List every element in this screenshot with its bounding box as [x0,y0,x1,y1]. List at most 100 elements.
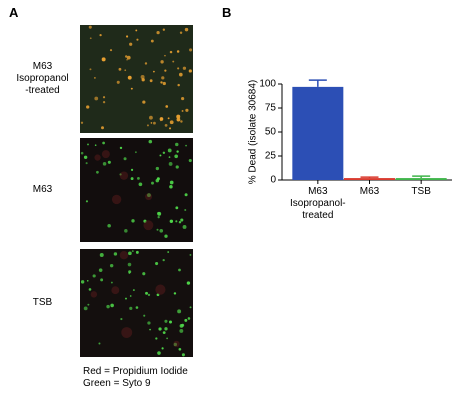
cell-dot [161,76,165,80]
cell-dot [188,158,192,163]
cell-dot [173,340,180,348]
cell-dot [181,323,185,327]
cell-dot [90,291,98,298]
micrograph [80,138,193,242]
cell-dot [130,168,134,171]
cell-dot [156,30,160,35]
cell-dot [123,157,127,161]
cell-dot [167,251,170,253]
bar [292,86,344,180]
micrograph [80,249,193,357]
micrograph [80,25,193,133]
cell-dot [153,121,156,125]
cell-dot [80,280,85,284]
cell-dot [169,219,174,224]
cell-dot [157,351,161,355]
cell-dot [178,72,183,77]
cell-dot [181,110,184,112]
cell-dot [106,304,110,309]
cell-dot [188,69,192,73]
cell-dot [176,114,181,119]
cell-dot [184,318,188,322]
cell-dot [178,347,182,351]
cell-dot [147,293,151,297]
cell-dot [144,62,148,65]
cell-dot [175,142,179,147]
legend-text: Red = Propidium Iodide [83,366,188,377]
cell-dot [146,124,149,127]
cell-dot [160,81,163,84]
cell-dot [160,60,164,64]
cell-dot [172,60,175,63]
cell-dot [162,331,166,334]
y-tick-label: 75 [265,103,277,114]
cell-dot [169,50,173,54]
cell-dot [169,120,174,125]
cell-dot [131,250,134,253]
cell-dot [129,295,132,297]
cell-dot [167,117,170,120]
y-tick-label: 0 [270,175,276,186]
cell-dot [158,327,162,331]
cell-dot [150,122,153,124]
cell-dot [109,49,113,52]
cell-dot [178,221,182,224]
cell-dot [110,303,114,308]
cell-dot [109,263,114,268]
cell-dot [153,70,155,73]
cell-dot [101,57,106,62]
cell-dot [155,166,160,171]
cell-dot [177,309,182,314]
cell-dot [102,101,106,104]
cell-dot [155,284,166,295]
cell-dot [155,261,159,266]
cell-dot [164,123,168,127]
cell-dot [151,181,154,185]
cell-dot [80,151,84,155]
cell-dot [164,319,168,323]
cell-dot [175,165,179,169]
cell-dot [116,80,120,84]
cell-dot [182,66,187,70]
cell-dot [119,146,123,150]
cell-dot [162,81,166,86]
cell-dot [161,347,164,350]
cell-dot [119,171,129,180]
cell-dot [155,337,158,340]
cell-dot [162,258,165,262]
cell-dot [189,253,192,256]
y-tick-label: 100 [259,79,276,90]
cell-dot [86,279,89,282]
cell-dot [102,96,106,99]
x-tick-label: TSB [411,186,431,197]
cell-dot [145,291,148,295]
cell-dot [137,176,140,180]
cell-dot [94,154,101,161]
cell-dot [165,105,169,108]
cell-dot [143,314,146,317]
cell-dot [162,151,166,155]
cell-dot [89,37,92,40]
cell-dot [174,154,178,159]
cell-dot [159,117,164,121]
cell-dot [181,97,185,101]
cell-dot [107,223,111,228]
cell-dot [125,297,127,300]
cell-dot [136,38,139,41]
cell-dot [128,272,131,274]
bar [395,178,447,180]
cell-dot [124,55,128,58]
image-label: M63 Isopropanol -treated [16,61,69,96]
cell-dot [126,55,131,60]
cell-dot [99,253,104,258]
cell-dot [124,69,127,72]
cell-dot [120,317,123,321]
cell-dot [89,68,92,71]
cell-dot [185,144,187,147]
cell-dot [186,281,191,285]
cell-dot [156,228,159,231]
cell-dot [92,274,96,278]
cell-dot [184,27,189,32]
image-label: M63 [32,184,53,195]
cell-dot [88,25,92,29]
